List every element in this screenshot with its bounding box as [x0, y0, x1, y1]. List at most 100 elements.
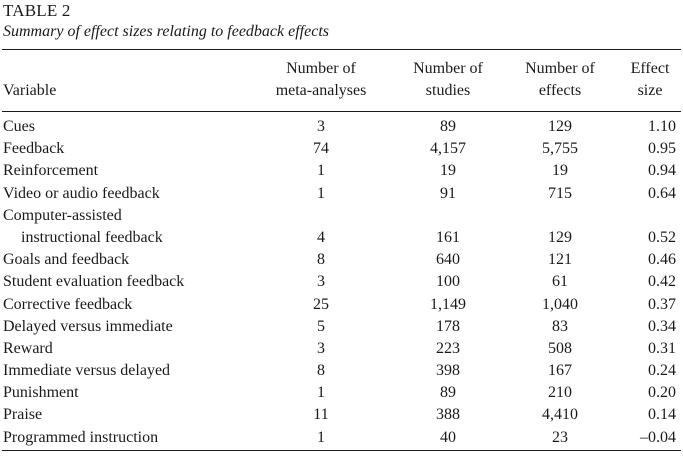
cell-effect-size: 0.31	[648, 339, 676, 357]
cell-variable: Delayed versus immediate	[3, 317, 173, 335]
cell-effects: 129	[548, 118, 572, 135]
table-caption: Summary of effect sizes relating to feed…	[3, 23, 329, 40]
header-effects-line2: effects	[538, 82, 582, 99]
table-row: Corrective feedback 25 1,149 1,040 0.37	[0, 294, 683, 316]
cell-variable: Corrective feedback	[3, 295, 133, 313]
cell-variable: Goals and feedback	[3, 251, 130, 269]
cell-meta-analyses: 74	[313, 140, 329, 158]
table-row: Immediate versus delayed 8 398 167 0.24	[0, 360, 683, 382]
cell-variable: Student evaluation feedback	[3, 273, 185, 291]
cell-meta-analyses: 8	[317, 362, 325, 380]
cell-studies: 398	[436, 362, 460, 380]
cell-effect-size: 0.42	[648, 273, 676, 291]
cell-variable: Programmed instruction	[3, 428, 159, 446]
cell-studies: 40	[440, 428, 456, 446]
cell-effect-size: 0.95	[648, 140, 676, 158]
cell-effect-size: 0.46	[648, 251, 676, 269]
header-studies-line2: studies	[425, 82, 471, 99]
table-bottom-rule	[2, 450, 681, 452]
table-row: Feedback 74 4,157 5,755 0.95	[0, 138, 683, 160]
cell-effects: 83	[552, 317, 568, 335]
cell-meta-analyses: 5	[317, 317, 325, 335]
table-row: Delayed versus immediate 5 178 83 0.34	[0, 316, 683, 338]
header-size-line2: size	[637, 82, 663, 99]
cell-effects: 167	[548, 362, 572, 380]
cell-effects: 121	[548, 251, 572, 269]
table-header-rule	[2, 111, 681, 112]
cell-effect-size: 0.37	[648, 295, 676, 313]
cell-studies: 89	[440, 384, 456, 402]
table-row: Computer-assisted instructional feedback…	[0, 205, 683, 249]
cell-variable: Praise	[3, 406, 43, 424]
cell-studies: 4,157	[430, 140, 466, 158]
header-effect-size: Effect size	[620, 58, 680, 102]
cell-variable: Immediate versus delayed	[3, 362, 171, 380]
cell-meta-analyses: 3	[317, 118, 325, 135]
table-row: Cues 3 89 129 1.10	[0, 116, 683, 138]
table-row: Praise 11 388 4,410 0.14	[0, 404, 683, 426]
cell-variable-line2: instructional feedback	[21, 228, 163, 246]
cell-effects: 61	[552, 273, 568, 291]
cell-effects: 4,410	[542, 406, 578, 424]
cell-variable: Reinforcement	[3, 162, 99, 180]
table-row: Student evaluation feedback 3 100 61 0.4…	[0, 271, 683, 293]
cell-meta-analyses: 1	[317, 384, 325, 402]
cell-effect-size: 0.20	[648, 384, 676, 402]
cell-effect-size: 1.10	[648, 118, 676, 135]
cell-meta-analyses: 3	[317, 273, 325, 291]
cell-studies: 89	[440, 118, 456, 135]
cell-variable: Computer-assisted instructional feedback	[3, 205, 253, 249]
table-row: Video or audio feedback 1 91 715 0.64	[0, 183, 683, 205]
cell-studies: 1,149	[430, 295, 466, 313]
header-effects: Number of effects	[508, 58, 612, 102]
table-row: Programmed instruction 1 40 23 –0.04	[0, 427, 683, 449]
header-meta-line1: Number of	[286, 60, 356, 77]
header-meta-analyses: Number of meta-analyses	[258, 58, 384, 102]
cell-effect-size: 0.34	[648, 317, 676, 335]
cell-meta-analyses: 1	[317, 184, 325, 202]
cell-effects: 508	[548, 339, 572, 357]
header-meta-line2: meta-analyses	[275, 82, 367, 99]
cell-variable: Cues	[3, 118, 35, 135]
header-studies-line1: Number of	[413, 60, 483, 77]
cell-studies: 640	[436, 251, 460, 269]
cell-effects: 715	[548, 184, 572, 202]
header-effects-line1: Number of	[525, 60, 595, 77]
header-studies: Number of studies	[396, 58, 500, 102]
cell-studies: 178	[436, 317, 460, 335]
table-label: TABLE 2	[3, 1, 71, 20]
cell-studies: 91	[440, 184, 456, 202]
cell-variable: Video or audio feedback	[3, 184, 160, 202]
cell-effect-size: –0.04	[640, 428, 676, 446]
cell-effect-size: 0.24	[648, 362, 676, 380]
cell-effects: 210	[548, 384, 572, 402]
cell-effects: 129	[548, 228, 572, 246]
cell-studies: 161	[436, 228, 460, 246]
cell-meta-analyses: 11	[313, 406, 329, 424]
cell-effects: 19	[552, 162, 568, 180]
cell-effect-size: 0.64	[648, 184, 676, 202]
cell-studies: 100	[436, 273, 460, 291]
cell-effects: 5,755	[542, 140, 578, 158]
cell-meta-analyses: 4	[317, 228, 325, 246]
cell-studies: 19	[440, 162, 456, 180]
table-row: Reward 3 223 508 0.31	[0, 338, 683, 360]
cell-meta-analyses: 3	[317, 339, 325, 357]
cell-effect-size: 0.94	[648, 162, 676, 180]
table-row: Reinforcement 1 19 19 0.94	[0, 160, 683, 182]
header-size-line1: Effect	[630, 60, 670, 77]
cell-effect-size: 0.14	[648, 406, 676, 424]
cell-effects: 23	[552, 428, 568, 446]
table-body: Cues 3 89 129 1.10 Feedback 74 4,157 5,7…	[0, 116, 683, 449]
cell-effect-size: 0.52	[648, 228, 676, 246]
cell-studies: 388	[436, 406, 460, 424]
cell-variable-line1: Computer-assisted	[3, 206, 122, 224]
cell-studies: 223	[436, 339, 460, 357]
cell-meta-analyses: 8	[317, 251, 325, 269]
cell-meta-analyses: 1	[317, 428, 325, 446]
cell-variable: Feedback	[3, 140, 65, 158]
cell-variable: Reward	[3, 339, 53, 357]
table-top-rule	[2, 49, 681, 51]
cell-meta-analyses: 1	[317, 162, 325, 180]
